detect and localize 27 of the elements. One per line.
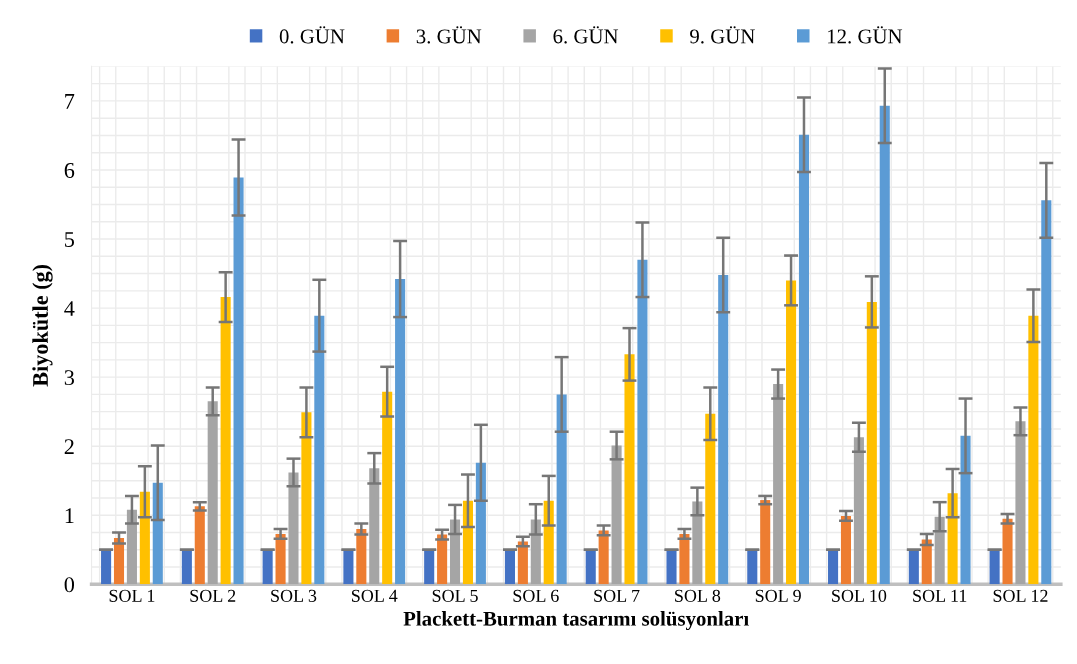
x-tick-label: SOL 9 xyxy=(755,589,801,602)
x-tick-label: SOL 7 xyxy=(594,589,640,602)
x-tick-label: SOL 5 xyxy=(432,589,478,602)
x-tick-label: SOL 3 xyxy=(271,589,317,602)
x-tick-label: SOL 2 xyxy=(190,589,236,602)
x-tick-label: SOL 8 xyxy=(675,589,721,602)
x-axis-title: Plackett-Burman tasarımı solüsyonları xyxy=(403,611,749,631)
y-tick-label: 4 xyxy=(64,301,75,316)
y-tick-label: 6 xyxy=(64,162,75,178)
legend-label: 3. GÜN xyxy=(416,26,482,44)
legend-label: 9. GÜN xyxy=(690,26,755,44)
legend-label: 6. GÜN xyxy=(553,26,619,44)
x-tick-label: SOL 4 xyxy=(351,589,398,602)
y-tick-label: 1 xyxy=(65,508,74,523)
y-tick-label: 3 xyxy=(64,370,75,386)
x-tick-label: SOL 12 xyxy=(993,589,1048,602)
x-tick-label: SOL 1 xyxy=(109,589,155,602)
legend-label: 12. GÜN xyxy=(828,26,903,44)
x-tick-label: SOL 6 xyxy=(513,589,559,602)
legend-label: 0. GÜN xyxy=(279,26,345,44)
y-tick-label: 7 xyxy=(65,94,75,109)
y-tick-label: 2 xyxy=(64,439,74,454)
y-tick-label: 0 xyxy=(64,577,75,593)
x-tick-label: SOL 10 xyxy=(832,589,887,602)
x-tick-label: SOL 11 xyxy=(913,589,967,602)
y-tick-label: 5 xyxy=(65,232,75,247)
y-axis-title: Biyokütle (g) xyxy=(32,264,53,387)
